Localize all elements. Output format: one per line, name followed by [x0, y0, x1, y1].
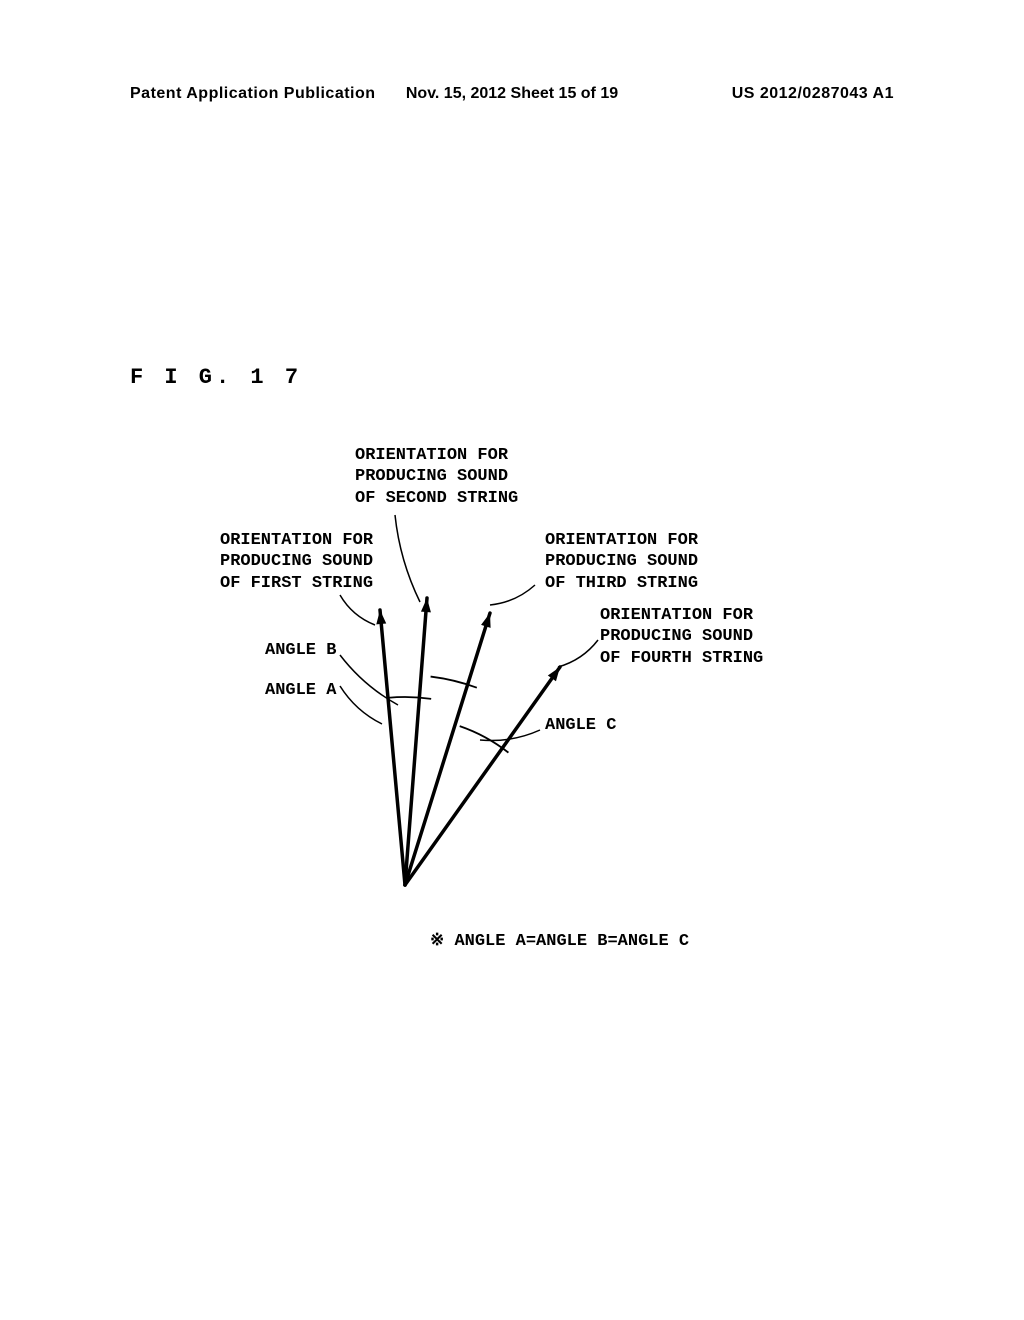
- figure-number-label: F I G. 1 7: [130, 365, 302, 390]
- label-angle-c: ANGLE C: [545, 715, 616, 736]
- leader-fourth: [558, 640, 598, 667]
- second-string-line: [405, 598, 427, 885]
- label-first-string: ORIENTATION FORPRODUCING SOUNDOF FIRST S…: [220, 530, 373, 594]
- orientation-lines: [376, 598, 560, 885]
- string-orientation-diagram: ORIENTATION FORPRODUCING SOUNDOF SECOND …: [180, 430, 880, 950]
- fourth-string-line: [405, 667, 560, 885]
- third-string-arrowhead-icon: [481, 613, 491, 628]
- label-angle-b: ANGLE B: [265, 640, 336, 661]
- label-third-string: ORIENTATION FORPRODUCING SOUNDOF THIRD S…: [545, 530, 698, 594]
- first-string-line: [380, 610, 405, 885]
- third-string-line: [405, 613, 490, 885]
- label-angle-a: ANGLE A: [265, 680, 336, 701]
- angle-equality-footnote: ※ ANGLE A=ANGLE B=ANGLE C: [430, 930, 689, 951]
- page-header: Patent Application Publication Nov. 15, …: [0, 85, 1024, 103]
- leader-third: [490, 585, 535, 605]
- leader-first: [340, 595, 375, 625]
- header-patent-number: US 2012/0287043 A1: [732, 85, 894, 103]
- header-date-sheet: Nov. 15, 2012 Sheet 15 of 19: [406, 85, 618, 103]
- arc-a: [389, 697, 432, 699]
- header-publication-type: Patent Application Publication: [130, 85, 376, 103]
- label-second-string: ORIENTATION FORPRODUCING SOUNDOF SECOND …: [355, 445, 518, 509]
- leader-angle-a: [340, 686, 382, 724]
- label-fourth-string: ORIENTATION FORPRODUCING SOUNDOF FOURTH …: [600, 605, 763, 669]
- leader-second: [395, 515, 420, 602]
